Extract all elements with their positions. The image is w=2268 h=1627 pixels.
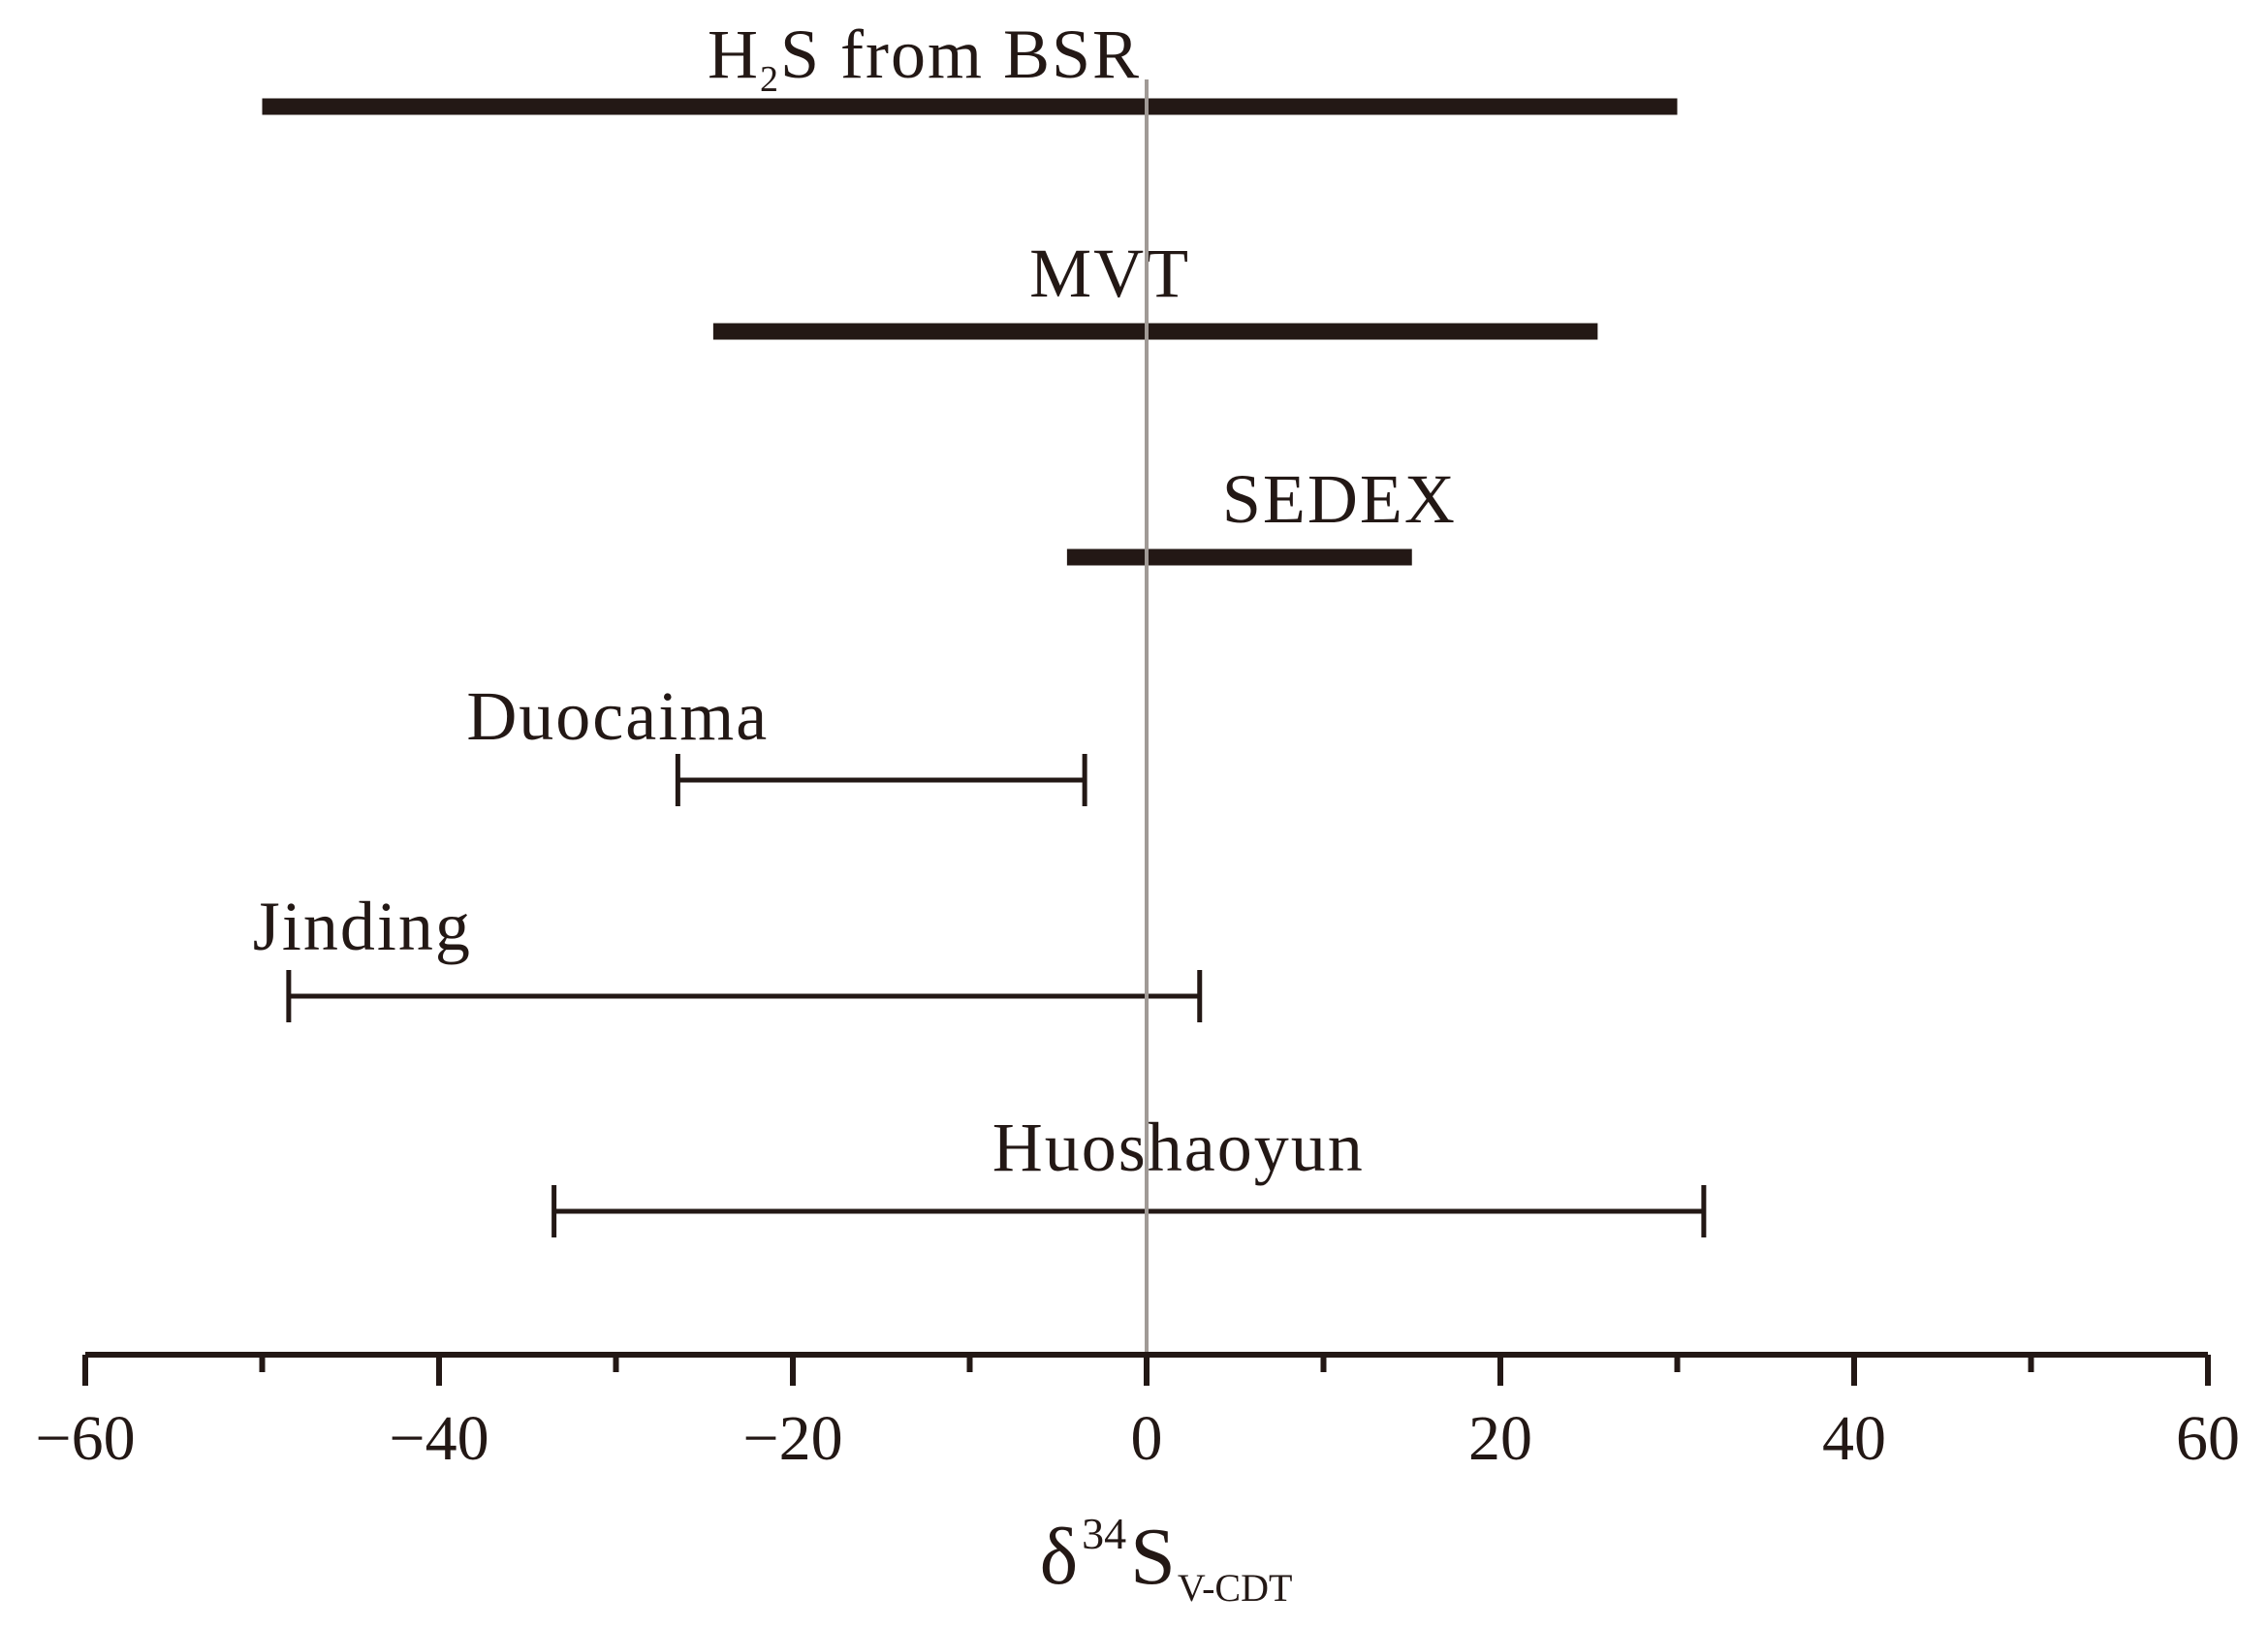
x-axis-title-subscript: V-CDT [1178, 1566, 1293, 1610]
x-tick-label: −40 [389, 1403, 488, 1474]
x-tick-label: 40 [1822, 1403, 1886, 1474]
range-sedex: SEDEX [1066, 460, 1457, 566]
range-huoshaoyun: Huoshaoyun [551, 1109, 1707, 1237]
range-h2s-from-bsr: H2S from BSR [262, 16, 1678, 115]
x-tick-label: 0 [1131, 1403, 1163, 1474]
range-label: H2S from BSR [708, 16, 1141, 100]
x-tick-label: 20 [1468, 1403, 1532, 1474]
range-mvt: MVT [712, 235, 1598, 340]
x-axis: −60 −40 −20 0 20 40 60 [35, 1352, 2240, 1474]
range-label: Duocaima [466, 677, 769, 755]
range-jinding: Jinding [253, 888, 1203, 1022]
x-axis-title: δ34SV-CDT [1040, 1509, 1293, 1610]
x-tick-label: −60 [35, 1403, 135, 1474]
ranges-layer: H2S from BSR MVT SEDEX Duocaima Jinding Huosh… [253, 16, 1707, 1237]
range-duocaima: Duocaima [466, 677, 1087, 806]
x-axis-title-base: S [1130, 1512, 1176, 1602]
range-label: SEDEX [1222, 460, 1457, 538]
range-label: Jinding [253, 888, 472, 965]
range-label: MVT [1029, 235, 1190, 312]
range-label: Huoshaoyun [992, 1109, 1365, 1186]
x-tick-label: −20 [742, 1403, 842, 1474]
x-axis-title-symbol: δ [1040, 1512, 1079, 1602]
x-tick-label: 60 [2176, 1403, 2240, 1474]
x-axis-title-superscript: 34 [1082, 1509, 1126, 1558]
